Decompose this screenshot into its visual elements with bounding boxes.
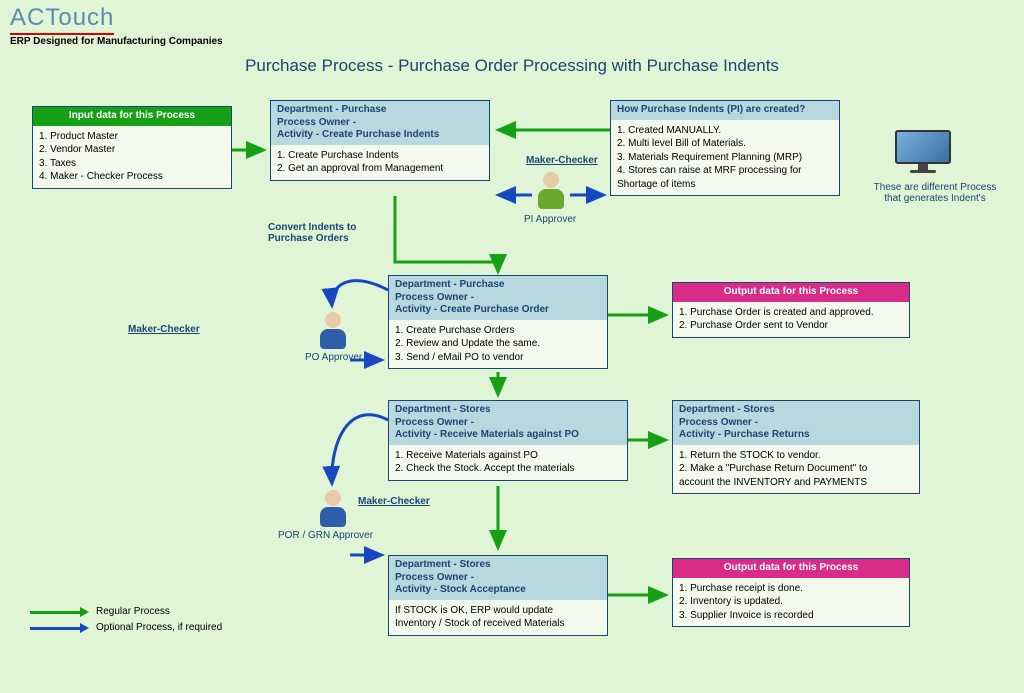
monitor-note: These are different Process that generat… [860,182,1010,204]
box-create-indents: Department - Purchase Process Owner - Ac… [270,100,490,181]
po-approver-icon [318,312,348,350]
maker-checker-label-3: Maker-Checker [358,496,430,507]
por-approver-icon [318,490,348,528]
box-header: Department - Purchase Process Owner - Ac… [389,276,607,320]
box-receive-materials: Department - Stores Process Owner - Acti… [388,400,628,481]
monitor-icon [895,130,951,174]
box-create-po: Department - Purchase Process Owner - Ac… [388,275,608,369]
po-approver-label: PO Approver [305,352,362,363]
box-body: If STOCK is OK, ERP would update Invento… [389,600,607,635]
box-pi-created: How Purchase Indents (PI) are created? 1… [610,100,840,196]
box-body: 1. Purchase receipt is done. 2. Inventor… [673,578,909,627]
logo: ACTouch [10,4,114,35]
legend-regular-label: Regular Process [96,606,170,617]
pi-approver-label: PI Approver [524,214,576,225]
page-title: Purchase Process - Purchase Order Proces… [0,56,1024,76]
box-header: How Purchase Indents (PI) are created? [611,101,839,120]
box-input-data: Input data for this Process 1. Product M… [32,106,232,189]
box-output-1: Output data for this Process 1. Purchase… [672,282,910,338]
box-header: Department - Stores Process Owner - Acti… [389,401,627,445]
box-header: Department - Purchase Process Owner - Ac… [271,101,489,145]
pi-approver-icon [536,172,566,210]
box-body: 1. Created MANUALLY. 2. Multi level Bill… [611,120,839,196]
convert-label: Convert Indents to Purchase Orders [268,222,388,244]
box-body: 1. Product Master 2. Vendor Master 3. Ta… [33,126,231,188]
box-header: Output data for this Process [673,559,909,578]
box-header: Input data for this Process [33,107,231,126]
box-output-2: Output data for this Process 1. Purchase… [672,558,910,627]
maker-checker-label-2: Maker-Checker [128,324,200,335]
box-body: 1. Receive Materials against PO 2. Check… [389,445,627,480]
por-approver-label: POR / GRN Approver [278,530,373,541]
legend-optional-label: Optional Process, if required [96,622,222,633]
box-stock-acceptance: Department - Stores Process Owner - Acti… [388,555,608,636]
legend-optional-line [30,627,82,630]
maker-checker-label-1: Maker-Checker [526,155,598,166]
box-body: 1. Create Purchase Indents 2. Get an app… [271,145,489,180]
logo-subtitle: ERP Designed for Manufacturing Companies [10,36,223,47]
box-purchase-returns: Department - Stores Process Owner - Acti… [672,400,920,494]
box-header: Department - Stores Process Owner - Acti… [389,556,607,600]
legend-regular-line [30,611,82,614]
box-body: 1. Purchase Order is created and approve… [673,302,909,337]
box-body: 1. Create Purchase Orders 2. Review and … [389,320,607,369]
box-body: 1. Return the STOCK to vendor. 2. Make a… [673,445,919,494]
box-header: Output data for this Process [673,283,909,302]
box-header: Department - Stores Process Owner - Acti… [673,401,919,445]
